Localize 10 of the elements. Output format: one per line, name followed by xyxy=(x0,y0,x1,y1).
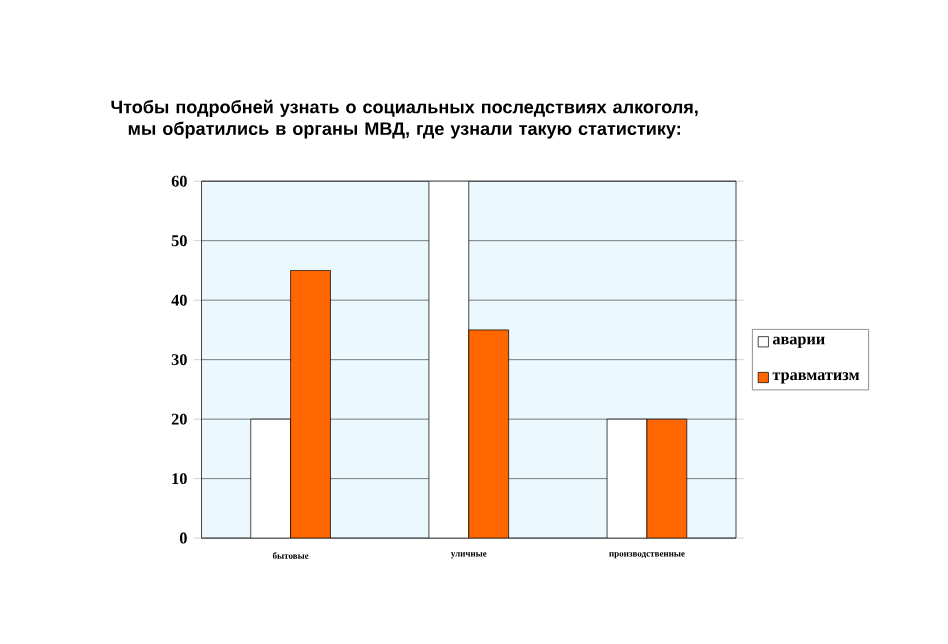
chart-title: Чтобы подробней узнать о социальных последствиях алкоголя, мы обратились в органы МВД, где узнали такую статистику: xyxy=(111,100,698,139)
legend-label: травматизм xyxy=(772,372,860,384)
y-tick-label: 40 xyxy=(171,295,187,307)
y-tick-label: 50 xyxy=(171,235,187,247)
y-tick-label: 60 xyxy=(171,176,187,188)
y-tick-label: 0 xyxy=(179,533,187,544)
legend-label: аварии xyxy=(772,337,825,349)
y-tick-label: 10 xyxy=(172,473,187,485)
y-tick-label: 30 xyxy=(171,354,187,366)
y-tick-label: 20 xyxy=(171,414,187,426)
